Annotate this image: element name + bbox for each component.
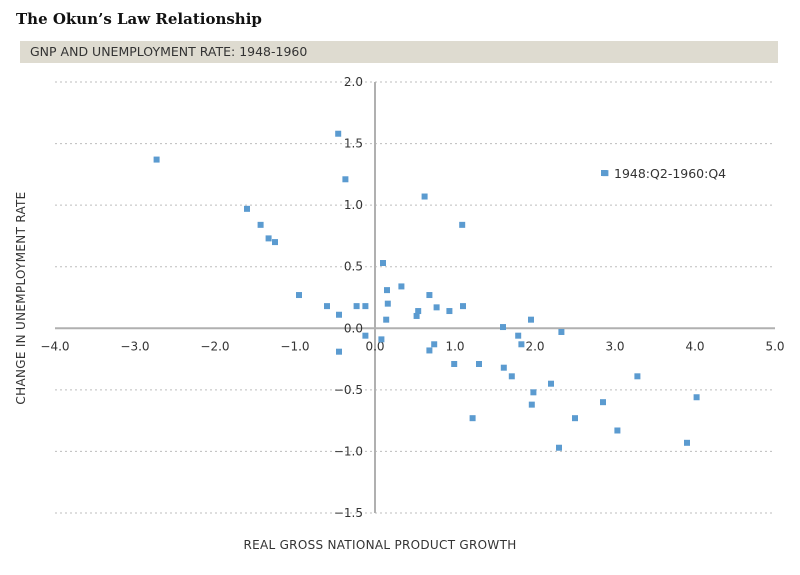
y-tick-label: −1.5 xyxy=(334,506,363,520)
data-point xyxy=(469,415,476,422)
x-tick-label: 3.0 xyxy=(605,339,624,353)
x-tick-label: 5.0 xyxy=(765,339,784,353)
x-tick-label: −1.0 xyxy=(280,339,309,353)
y-tick-label: 1.5 xyxy=(344,137,363,151)
legend: 1948:Q2-1960:Q4 xyxy=(601,166,726,181)
data-point xyxy=(384,300,391,307)
y-tick-label: 0.0 xyxy=(344,321,363,335)
data-point xyxy=(556,444,562,451)
subtitle-bar: GNP AND UNEMPLOYMENT RATE: 1948-1960 xyxy=(20,41,778,63)
data-point xyxy=(272,239,278,246)
y-axis-label: CHANGE IN UNEMPLOYMENT RATE xyxy=(14,191,28,404)
data-point xyxy=(528,316,534,323)
y-tick-label: −1.0 xyxy=(334,444,363,458)
data-point xyxy=(335,130,342,137)
axes xyxy=(55,82,775,513)
chart-title: The Okun’s Law Relationship xyxy=(16,10,262,28)
y-tick-label: 1.0 xyxy=(344,198,363,212)
data-point xyxy=(433,304,440,311)
data-point xyxy=(515,332,522,339)
data-point xyxy=(296,292,302,299)
y-tick-label: 2.0 xyxy=(344,75,363,89)
x-tick-labels: −4.0 −3.0 −2.0 −1.0 0.0 1.0 2.0 3.0 4.0 5.0 xyxy=(40,339,784,353)
x-tick-label: 0.0 xyxy=(365,339,384,353)
data-point xyxy=(528,401,535,408)
data-point xyxy=(342,176,349,183)
data-point xyxy=(384,287,390,294)
data-point xyxy=(244,205,250,212)
data-point xyxy=(693,394,700,401)
data-point xyxy=(558,328,565,335)
x-tick-label: −4.0 xyxy=(40,339,69,353)
legend-marker xyxy=(601,170,607,176)
data-point xyxy=(634,373,641,380)
data-point xyxy=(431,341,438,348)
x-tick-label: 1.0 xyxy=(445,339,464,353)
data-point xyxy=(336,348,342,355)
data-point xyxy=(153,156,160,163)
data-point xyxy=(518,341,525,348)
data-point xyxy=(378,336,385,343)
data-point xyxy=(614,427,621,434)
data-point xyxy=(362,332,369,339)
data-point xyxy=(336,311,342,318)
data-point xyxy=(572,415,578,422)
data-point xyxy=(415,308,422,315)
data-point xyxy=(530,389,537,396)
gridlines xyxy=(55,81,775,514)
y-tick-label: −0.5 xyxy=(334,383,363,397)
x-tick-label: 2.0 xyxy=(525,339,544,353)
x-axis-label: REAL GROSS NATIONAL PRODUCT GROWTH xyxy=(243,538,516,552)
data-point xyxy=(362,303,369,310)
data-point xyxy=(460,303,466,310)
data-point xyxy=(548,380,554,387)
data-point xyxy=(476,360,482,367)
data-point xyxy=(500,324,506,331)
data-point xyxy=(353,303,360,310)
data-point xyxy=(413,312,420,319)
data-point xyxy=(383,316,390,323)
data-point xyxy=(421,193,428,200)
data-point xyxy=(324,303,330,310)
data-point xyxy=(426,292,433,299)
data-point xyxy=(426,347,433,354)
data-point xyxy=(459,221,466,228)
data-point xyxy=(684,439,690,446)
data-point xyxy=(600,399,606,406)
data-point xyxy=(500,364,507,371)
x-tick-label: −2.0 xyxy=(200,339,229,353)
data-points xyxy=(153,130,700,451)
data-point xyxy=(380,260,386,267)
data-point xyxy=(451,360,458,367)
y-tick-label: 0.5 xyxy=(344,260,363,274)
data-point xyxy=(398,283,405,290)
data-point xyxy=(265,235,272,242)
x-tick-label: 4.0 xyxy=(685,339,704,353)
legend-label: 1948:Q2-1960:Q4 xyxy=(614,166,726,181)
data-point xyxy=(446,308,453,315)
chart-subtitle: GNP AND UNEMPLOYMENT RATE: 1948-1960 xyxy=(30,44,308,59)
data-point xyxy=(257,221,264,228)
data-point xyxy=(508,373,515,380)
y-tick-labels: 2.0 1.5 1.0 0.5 0.0 −0.5 −1.0 −1.5 xyxy=(334,75,363,520)
x-tick-label: −3.0 xyxy=(120,339,149,353)
